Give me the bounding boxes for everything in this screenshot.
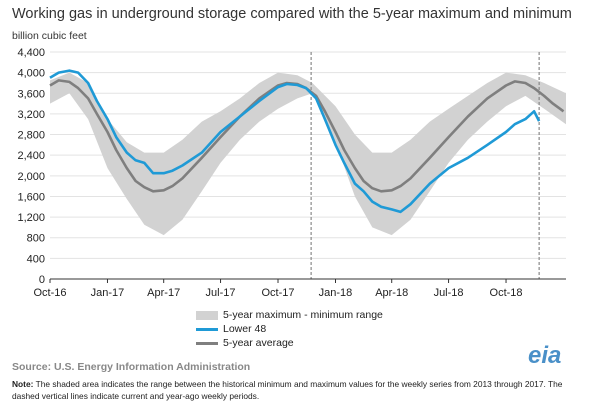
x-tick-label: Jul-18 bbox=[434, 287, 464, 299]
range-band bbox=[50, 72, 566, 236]
eia-logo: eia bbox=[528, 342, 562, 369]
x-tick-label: Oct-17 bbox=[262, 287, 295, 299]
y-tick-label: 800 bbox=[27, 233, 45, 245]
y-tick-label: 2,400 bbox=[17, 150, 45, 162]
y-tick-label: 4,400 bbox=[17, 47, 45, 59]
y-tick-label: 2,800 bbox=[17, 130, 45, 142]
legend-item-avg: 5-year average bbox=[196, 336, 383, 350]
y-tick-label: 3,200 bbox=[17, 109, 45, 121]
y-tick-label: 2,000 bbox=[17, 171, 45, 183]
legend-swatch-lower48 bbox=[196, 327, 218, 331]
legend-label-lower48: Lower 48 bbox=[223, 323, 267, 335]
x-tick-label: Oct-18 bbox=[490, 287, 523, 299]
y-tick-label: 4,000 bbox=[17, 68, 45, 80]
y-tick-label: 400 bbox=[27, 253, 45, 265]
note-text: The shaded area indicates the range betw… bbox=[12, 379, 563, 401]
x-tick-label: Jan-17 bbox=[91, 287, 125, 299]
chart: 0 400 800 1,200 1,600 2,000 2,400 2,800 3,200 3,6… bbox=[17, 47, 566, 299]
legend-label-avg: 5-year average bbox=[223, 337, 294, 349]
y-tick-label: 1,600 bbox=[17, 191, 45, 203]
chart-note: Note: The shaded area indicates the rang… bbox=[12, 378, 580, 402]
x-tick-label: Oct-16 bbox=[33, 287, 66, 299]
x-tick-label: Apr-18 bbox=[375, 287, 408, 299]
x-tick-label: Jan-18 bbox=[319, 287, 353, 299]
chart-title: Working gas in underground storage compa… bbox=[12, 6, 572, 22]
y-axis-units: billion cubic feet bbox=[12, 30, 87, 42]
lower48-line bbox=[49, 69, 541, 214]
legend-label-range: 5-year maximum - minimum range bbox=[223, 309, 383, 321]
y-tick-label: 3,600 bbox=[17, 88, 45, 100]
legend: 5-year maximum - minimum range Lower 48 … bbox=[196, 308, 383, 350]
y-axis-ticks: 0 400 800 1,200 1,600 2,000 2,400 2,800 3,200 3,6… bbox=[17, 47, 45, 286]
legend-item-lower48: Lower 48 bbox=[196, 322, 383, 336]
y-tick-label: 1,200 bbox=[17, 212, 45, 224]
note-label: Note: bbox=[12, 379, 34, 389]
legend-swatch-avg bbox=[196, 341, 218, 345]
x-axis-ticks: Oct-16 Jan-17 Apr-17 Jul-17 Oct-17 Jan-18 Apr-… bbox=[33, 279, 523, 299]
current-period-lines bbox=[310, 52, 540, 279]
legend-swatch-range bbox=[196, 310, 218, 320]
x-tick-label: Jul-17 bbox=[206, 287, 236, 299]
x-tick-label: Apr-17 bbox=[147, 287, 180, 299]
legend-item-range: 5-year maximum - minimum range bbox=[196, 308, 383, 322]
y-tick-label: 0 bbox=[39, 274, 45, 286]
source-text: Source: U.S. Energy Information Administ… bbox=[12, 361, 251, 373]
